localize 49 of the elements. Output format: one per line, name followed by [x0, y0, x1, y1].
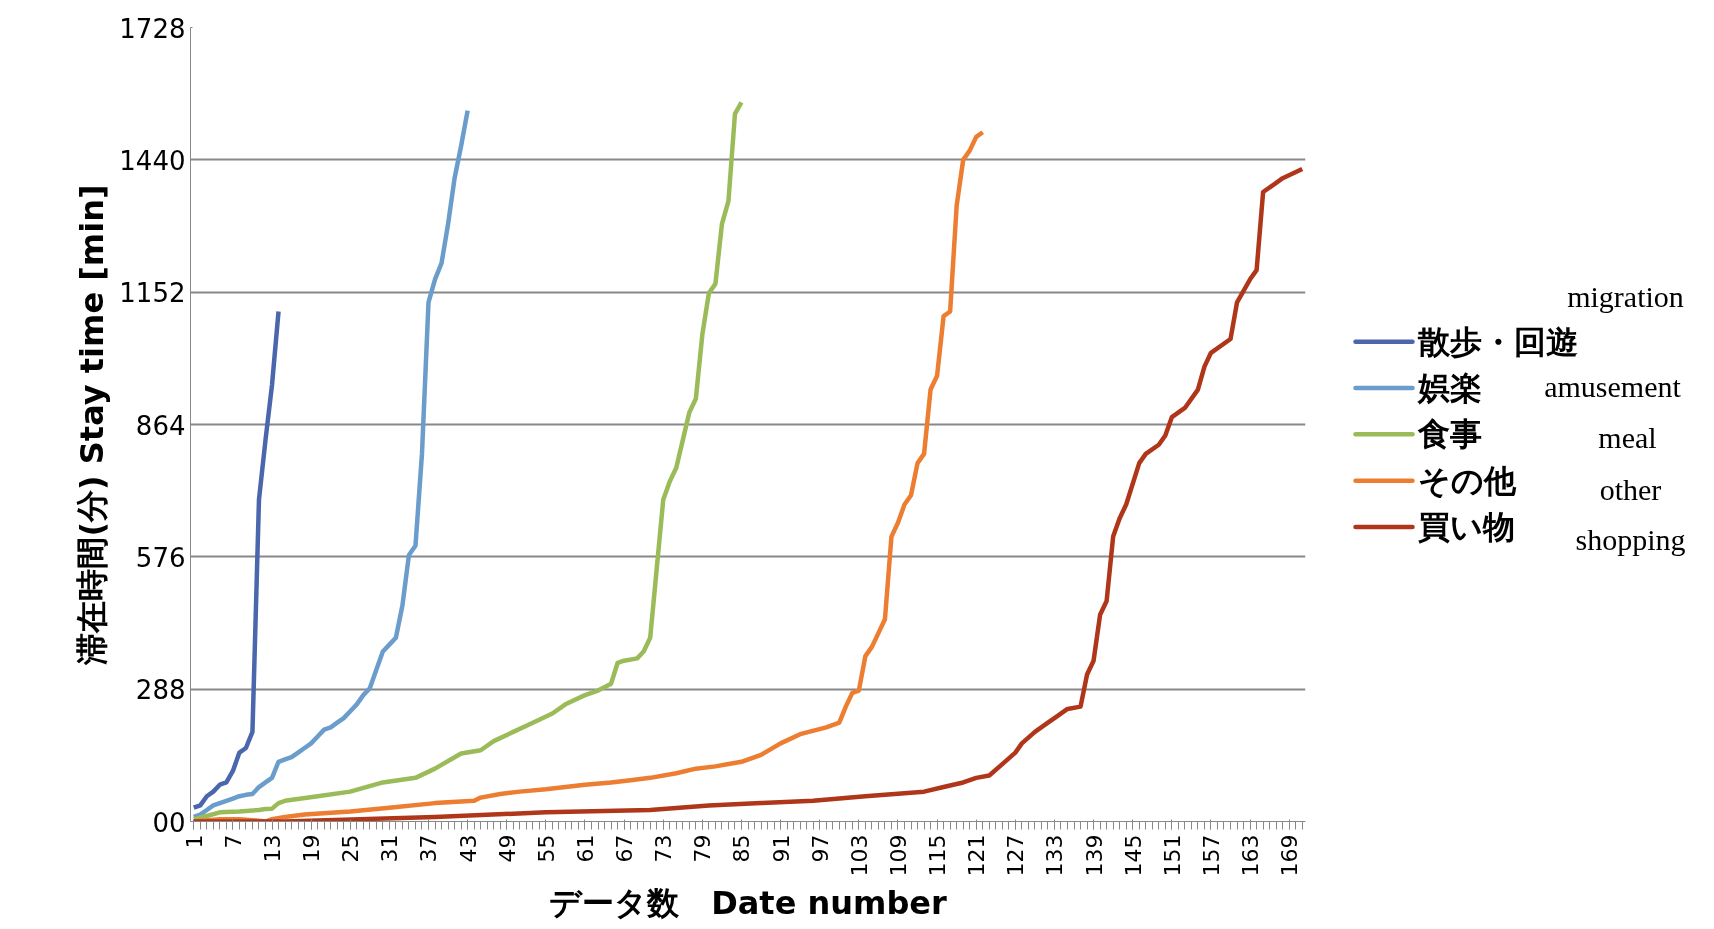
- x-tick-label: 19: [299, 834, 325, 863]
- x-tick-label: 157: [1198, 834, 1224, 877]
- x-tick-label: 55: [533, 834, 559, 863]
- x-tick-label: 127: [1003, 834, 1029, 877]
- x-tick-label: 67: [612, 834, 638, 863]
- x-tick-label: 169: [1277, 834, 1303, 877]
- line-series: [191, 100, 744, 822]
- text: shopping: [1575, 523, 1686, 557]
- y-tick-label: 1728: [119, 13, 186, 44]
- x-tick-label: 25: [338, 834, 364, 863]
- x-axis-title: データ数 Date number: [549, 884, 948, 923]
- y-tick-label: 1152: [119, 278, 186, 309]
- x-tick-label: 109: [885, 834, 911, 877]
- legend-label: 散歩・回遊: [1416, 322, 1578, 361]
- x-tick-label: 115: [925, 834, 951, 877]
- x-tick-label: 163: [1238, 834, 1264, 877]
- line-series: [191, 108, 470, 820]
- line-series: [191, 309, 281, 810]
- x-tick-label: 121: [964, 834, 990, 877]
- x-tick-label: 85: [729, 834, 755, 863]
- text: other: [1599, 472, 1662, 506]
- x-tick-label: 103: [846, 834, 872, 877]
- x-tick-label: 37: [416, 834, 442, 863]
- x-tick-label: 79: [690, 834, 716, 863]
- x-tick-label: 133: [1042, 834, 1068, 877]
- x-tick-label: 73: [651, 834, 677, 863]
- legend-label: その他: [1417, 461, 1517, 500]
- x-tick-label: 49: [494, 834, 520, 863]
- legend-label: 買い物: [1417, 508, 1515, 547]
- x-tick-label: 97: [807, 834, 833, 863]
- x-tick-label: 61: [572, 834, 598, 863]
- x-tick-label: 139: [1081, 834, 1107, 877]
- y-tick-label: 1440: [119, 145, 186, 176]
- x-tick-label: 31: [377, 834, 403, 863]
- x-tick-label: 13: [260, 834, 286, 863]
- y-tick-label: 288: [135, 675, 186, 706]
- y-tick-label: 576: [135, 542, 186, 573]
- x-tick-label: 7: [220, 834, 246, 849]
- legend-label: 娯楽: [1416, 369, 1482, 408]
- x-tick-label: 43: [455, 834, 481, 863]
- legend-label: 食事: [1416, 415, 1482, 454]
- x-tick-label: 91: [768, 834, 794, 863]
- x-tick-label: 145: [1120, 834, 1146, 877]
- x-tick-label: 151: [1159, 834, 1185, 877]
- y-axis-title: 滞在時間(分) Stay time [min]: [73, 184, 112, 666]
- text: migration: [1567, 280, 1684, 314]
- text: amusement: [1544, 369, 1682, 403]
- text: meal: [1598, 421, 1657, 455]
- y-tick-label: 864: [135, 410, 186, 441]
